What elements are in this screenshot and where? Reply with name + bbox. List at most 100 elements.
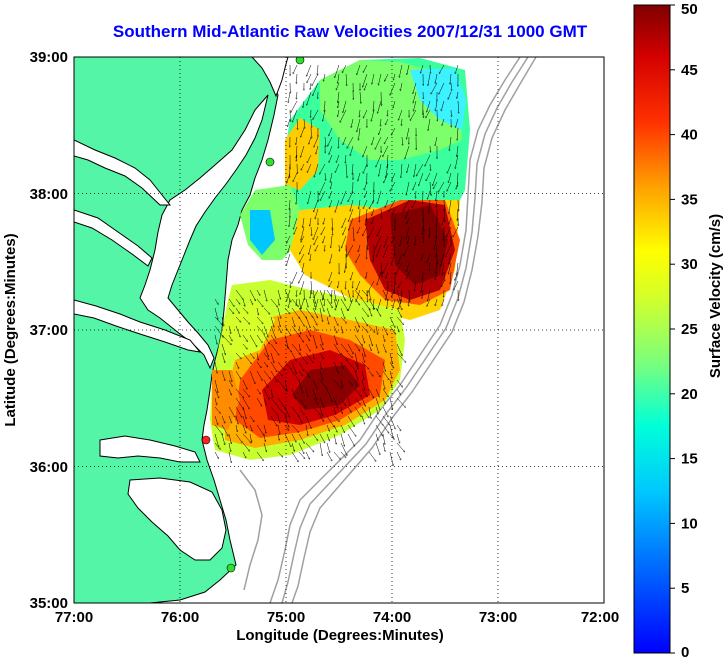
velocity-arrow: [340, 379, 343, 387]
velocity-arrow: [214, 397, 217, 405]
velocity-arrow: [256, 352, 258, 360]
rappahannock-river: [74, 209, 153, 267]
velocity-arrow: [396, 424, 401, 431]
velocity-arrow: [299, 253, 305, 263]
velocity-arrow: [373, 100, 374, 111]
velocity-arrow: [256, 424, 264, 435]
velocity-arrow: [340, 424, 345, 433]
velocity-arrow: [228, 334, 232, 341]
velocity-arrow: [439, 82, 445, 94]
velocity-arrow: [319, 298, 324, 311]
velocity-arrow: [293, 217, 298, 229]
velocity-arrow: [313, 82, 319, 96]
velocity-arrow: [249, 433, 252, 442]
velocity-arrow: [389, 316, 395, 327]
radar-station-marker: [226, 563, 236, 573]
velocity-arrow: [416, 163, 424, 176]
velocity-arrow: [450, 271, 452, 284]
velocity-arrow: [421, 280, 424, 292]
velocity-arrow: [427, 298, 431, 306]
velocity-arrow: [326, 451, 332, 461]
velocity-arrow: [421, 253, 424, 260]
velocity-arrow: [263, 370, 271, 379]
velocity-arrow: [263, 442, 267, 452]
velocity-arrow: [398, 280, 403, 288]
velocity-arrow: [342, 217, 347, 228]
james-river: [74, 299, 202, 353]
velocity-arrow: [242, 415, 247, 428]
velocity-arrow: [377, 271, 382, 285]
velocity-arrow: [425, 154, 431, 166]
velocity-arrow: [309, 136, 312, 144]
velocity-arrow: [325, 100, 326, 112]
velocity-arrow: [340, 325, 343, 333]
delaware-bay: [251, 57, 289, 98]
velocity-arrow: [442, 262, 445, 275]
velocity-arrow: [367, 235, 368, 249]
velocity-arrow: [312, 433, 318, 440]
velocity-arrow: [364, 190, 368, 197]
velocity-arrow: [287, 172, 291, 183]
velocity-arrow: [361, 298, 370, 310]
velocity-arrow: [354, 289, 362, 299]
velocity-arrow: [382, 289, 388, 301]
velocity-arrow: [312, 325, 317, 331]
velocity-arrow: [326, 298, 332, 308]
velocity-arrow: [449, 217, 452, 224]
velocity-arrow: [380, 262, 382, 277]
velocity-arrow: [361, 307, 368, 316]
velocity-arrow: [394, 244, 395, 256]
velocity-arrow: [400, 235, 403, 246]
velocity-arrow: [319, 379, 327, 389]
velocity-arrow: [363, 109, 368, 118]
velocity-arrow: [326, 388, 332, 401]
velocity-arrow: [396, 307, 402, 317]
lon-tick-label: 73:00: [479, 609, 517, 626]
velocity-arrow: [242, 442, 249, 451]
velocity-arrow: [347, 361, 357, 372]
velocity-arrow: [298, 316, 304, 326]
velocity-arrow: [357, 64, 361, 75]
velocity-arrows: [214, 64, 459, 465]
velocity-arrow: [383, 145, 389, 157]
velocity-arrow: [338, 109, 340, 117]
velocity-arrow: [436, 226, 438, 238]
velocity-arrow: [415, 235, 417, 245]
velocity-arrow: [214, 361, 217, 373]
velocity-arrow: [330, 253, 333, 263]
velocity-arrow: [412, 199, 417, 208]
velocity-arrow: [340, 397, 346, 406]
velocity-arrow: [382, 433, 385, 444]
velocity-arrow: [263, 352, 269, 360]
velocity-arrow: [296, 289, 297, 296]
velocity-arrow: [289, 217, 291, 227]
velocity-arrow: [242, 352, 252, 364]
velocity-arrow: [305, 442, 314, 452]
radar-station-marker: [201, 435, 211, 445]
velocity-arrow: [297, 118, 298, 129]
velocity-arrow: [256, 451, 263, 461]
grid-lines: [74, 57, 604, 603]
velocity-arrow: [319, 397, 324, 408]
velocity-arrow: [256, 316, 263, 324]
velocity-arrow: [343, 136, 347, 145]
velocity-arrow: [270, 370, 277, 382]
velocity-arrow: [382, 361, 386, 371]
velocity-arrow: [319, 361, 321, 369]
velocity-arrow: [333, 361, 339, 373]
velocity-arrow: [293, 64, 298, 74]
velocity-arrow: [361, 388, 367, 397]
velocity-arrow: [298, 370, 303, 376]
velocity-arrow: [368, 307, 372, 316]
lon-tick-label: 75:00: [267, 609, 305, 626]
velocity-arrow: [235, 370, 241, 379]
velocity-arrow: [349, 217, 354, 230]
velocity-arrow: [277, 370, 282, 376]
velocity-arrow: [396, 298, 402, 310]
velocity-arrow: [291, 388, 296, 398]
velocity-arrow: [307, 91, 312, 105]
velocity-arrow: [312, 298, 315, 307]
velocity-arrow: [347, 433, 355, 446]
velocity-arrow: [401, 163, 403, 178]
